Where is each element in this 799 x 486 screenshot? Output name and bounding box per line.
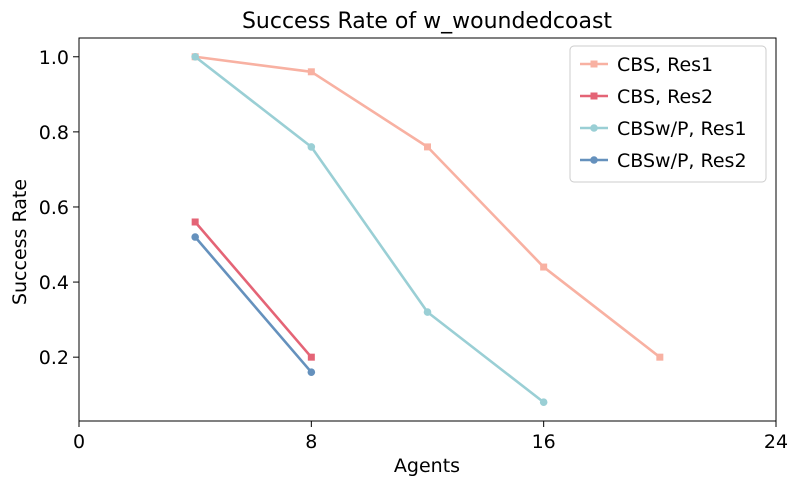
series-cbs-res2 [191,218,315,361]
data-point [191,218,199,226]
data-point [540,263,548,271]
data-point [656,353,664,361]
series-line [194,221,313,359]
legend-label: CBSw/P, Res1 [617,118,747,140]
axes-layer: 0 8 16 24 0.2 0.4 0.6 0.8 1.0 [39,37,788,453]
legend-entry: CBSw/P, Res2 [580,150,747,172]
legend-entry: CBS, Res1 [580,54,713,76]
data-point [307,368,316,376]
legend-entry: CBS, Res2 [580,86,713,108]
y-tick-label: 0.8 [39,122,69,144]
y-tick-label: 1.0 [39,47,69,69]
y-axis-label: Success Rate [9,179,31,305]
legend-marker [590,124,598,132]
legend: CBS, Res1 CBS, Res2 CBSw/P, Res1 CBSw/P, Re… [569,45,767,183]
legend-marker [590,156,598,164]
legend-label: CBSw/P, Res2 [617,150,747,172]
y-tick-label: 0.6 [39,197,69,219]
y-tick-label: 0.4 [39,272,69,294]
data-point [191,52,199,61]
data-point [539,398,548,407]
x-tick-label: 8 [305,431,317,453]
x-tick-label: 0 [73,431,85,453]
data-point [307,68,315,76]
series-cbsw-p-res1 [191,52,548,407]
data-point [423,308,432,316]
x-tick-label: 16 [532,431,556,453]
legend-box [569,45,767,183]
data-point [191,233,199,241]
plot-frame [78,37,777,422]
series-cbsw-p-res2 [191,233,316,376]
data-point [307,353,315,361]
legend-entry: CBSw/P, Res1 [580,118,747,140]
y-tick-label: 0.2 [39,347,69,369]
data-point [424,143,431,151]
series-layer [191,52,664,407]
legend-marker [590,60,598,68]
chart-title: Success Rate of w_woundedcoast [242,9,612,34]
x-tick-label: 24 [764,431,788,453]
data-point [307,143,316,151]
series-line [194,55,545,404]
legend-label: CBS, Res2 [617,86,713,108]
legend-marker [590,92,598,100]
x-axis-label: Agents [394,455,460,477]
legend-label: CBS, Res1 [617,54,713,76]
series-line [194,236,313,374]
